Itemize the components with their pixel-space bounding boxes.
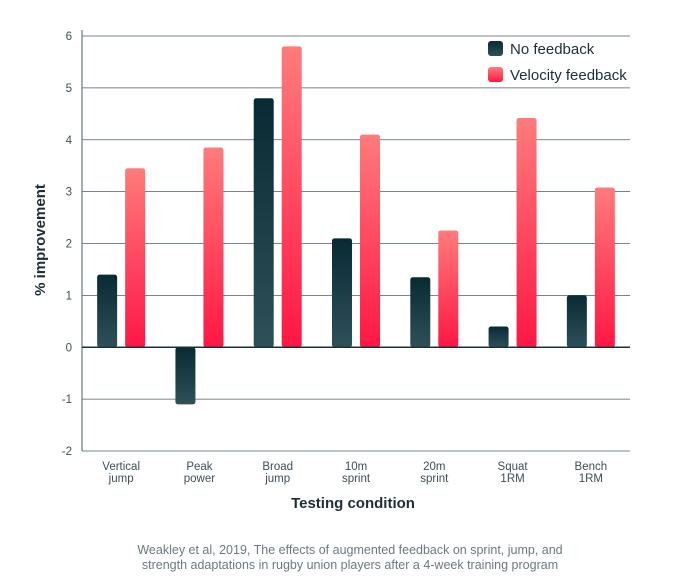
x-category-label: jump xyxy=(264,473,290,485)
y-tick-label: 5 xyxy=(66,83,72,95)
x-category-label: sprint xyxy=(420,473,449,485)
x-category-label: jump xyxy=(108,473,134,485)
y-tick-label: 3 xyxy=(66,187,72,199)
bar-velocity-feedback xyxy=(281,46,302,348)
bar-velocity-feedback xyxy=(516,117,537,348)
bar-no-feedback xyxy=(253,98,274,348)
bar-velocity-feedback xyxy=(203,147,224,348)
y-tick-label: -2 xyxy=(62,446,72,458)
y-axis-title: % improvement xyxy=(32,184,49,296)
x-category-label: Vertical xyxy=(102,461,140,473)
x-axis-title: Testing condition xyxy=(291,495,415,512)
bar-no-feedback xyxy=(566,295,587,348)
bar-velocity-feedback xyxy=(594,187,615,348)
legend-label: Velocity feedback xyxy=(510,67,627,84)
x-category-label: 20m xyxy=(423,461,445,473)
y-tick-labels: -2 -1 0 1 2 3 4 5 6 xyxy=(62,31,73,458)
y-tick-label: 0 xyxy=(66,342,72,354)
x-category-label: 1RM xyxy=(579,473,603,485)
legend-swatch xyxy=(488,41,503,56)
legend-label: No feedback xyxy=(510,41,595,58)
x-category-label: sprint xyxy=(342,473,371,485)
x-category-label: 10m xyxy=(345,461,367,473)
bar-velocity-feedback xyxy=(125,168,146,348)
x-category-label: Peak xyxy=(186,461,212,473)
bar-no-feedback xyxy=(97,274,118,348)
bar-no-feedback xyxy=(332,238,352,348)
x-category-label: Broad xyxy=(262,461,293,473)
caption-line-1: Weakley et al, 2019, The effects of augm… xyxy=(137,543,563,557)
x-category-label: power xyxy=(184,473,215,485)
bar-velocity-feedback xyxy=(360,134,380,348)
y-tick-label: -1 xyxy=(62,394,72,406)
y-tick-label: 4 xyxy=(66,135,73,147)
x-category-label: Squat xyxy=(498,461,529,473)
bar-no-feedback xyxy=(410,277,431,348)
bar-velocity-feedback xyxy=(438,230,459,348)
y-tick-label: 2 xyxy=(66,239,72,251)
legend: No feedback Velocity feedback xyxy=(488,41,627,84)
bars xyxy=(97,46,615,405)
caption: Weakley et al, 2019, The effects of augm… xyxy=(0,543,700,573)
y-tick-label: 6 xyxy=(66,31,72,43)
y-tick-label: 1 xyxy=(66,290,72,302)
bar-no-feedback xyxy=(175,347,196,405)
x-category-labels: VerticaljumpPeakpowerBroadjump10msprint2… xyxy=(102,461,607,485)
x-category-label: Bench xyxy=(575,461,608,473)
legend-swatch xyxy=(488,67,503,82)
x-category-label: 1RM xyxy=(500,473,524,485)
caption-line-2: strength adaptations in rugby union play… xyxy=(141,558,559,572)
gridlines xyxy=(82,35,630,452)
bar-no-feedback xyxy=(488,326,509,348)
